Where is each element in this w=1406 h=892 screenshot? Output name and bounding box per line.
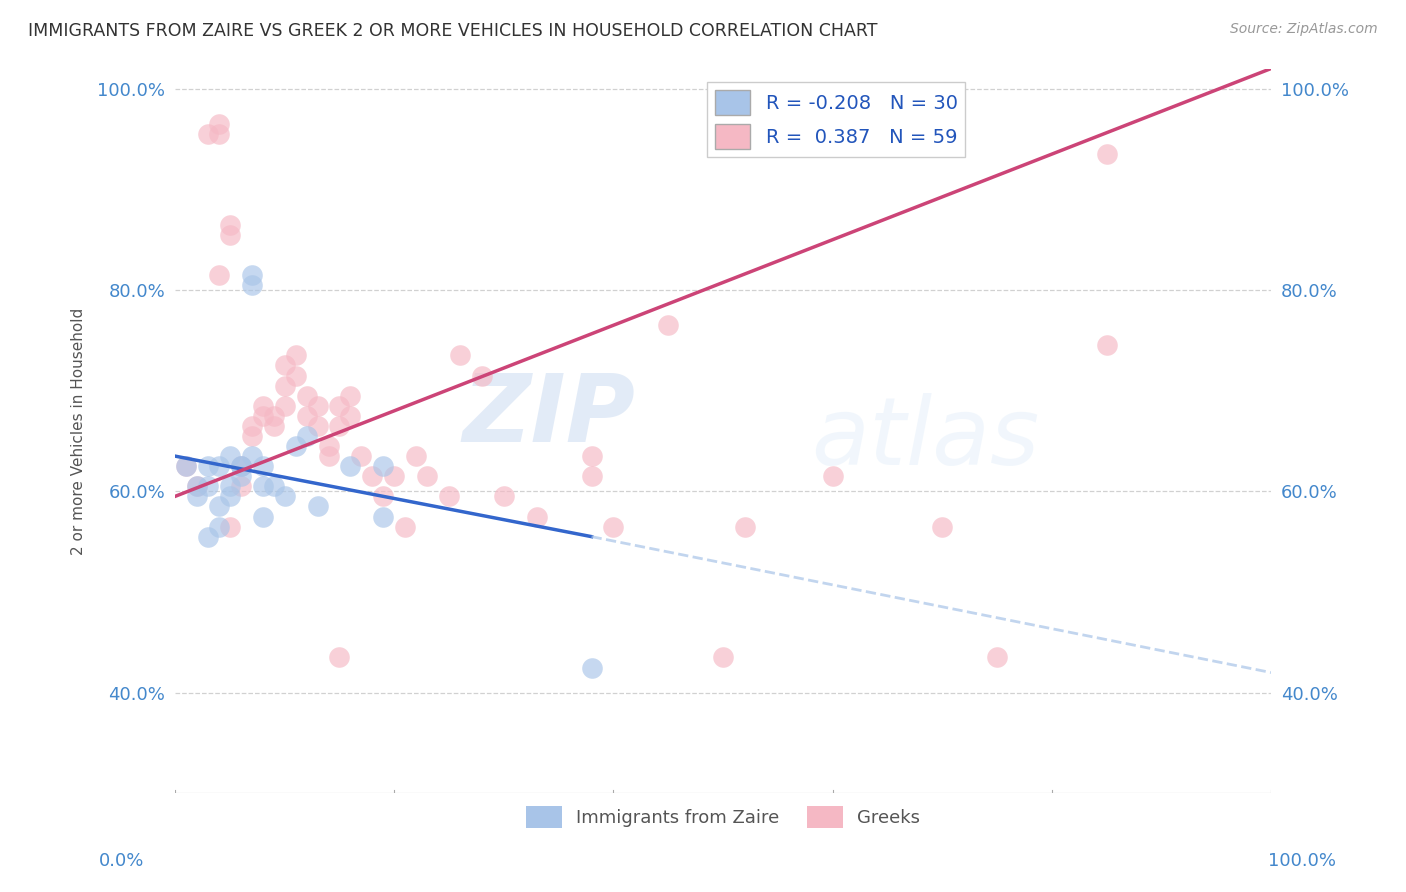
Point xyxy=(657,318,679,333)
Point xyxy=(252,509,274,524)
Point xyxy=(208,117,231,131)
Point xyxy=(350,449,373,463)
Point xyxy=(273,359,295,373)
Point xyxy=(263,479,285,493)
Point xyxy=(273,399,295,413)
Point xyxy=(218,479,240,493)
Point xyxy=(229,479,252,493)
Point xyxy=(218,227,240,242)
Point xyxy=(240,277,263,292)
Point xyxy=(284,439,307,453)
Point xyxy=(328,418,350,433)
Point xyxy=(273,378,295,392)
Point xyxy=(295,429,318,443)
Point xyxy=(186,479,208,493)
Point xyxy=(295,389,318,403)
Point xyxy=(328,399,350,413)
Point xyxy=(252,409,274,423)
Point xyxy=(229,469,252,483)
Text: IMMIGRANTS FROM ZAIRE VS GREEK 2 OR MORE VEHICLES IN HOUSEHOLD CORRELATION CHART: IMMIGRANTS FROM ZAIRE VS GREEK 2 OR MORE… xyxy=(28,22,877,40)
Point xyxy=(229,459,252,474)
Point xyxy=(263,418,285,433)
Text: 100.0%: 100.0% xyxy=(1268,852,1336,870)
Point xyxy=(252,399,274,413)
Point xyxy=(240,418,263,433)
Y-axis label: 2 or more Vehicles in Household: 2 or more Vehicles in Household xyxy=(72,308,86,555)
Point xyxy=(373,489,395,503)
Point xyxy=(284,348,307,362)
Point xyxy=(263,409,285,423)
Point xyxy=(218,449,240,463)
Point xyxy=(711,650,734,665)
Text: 0.0%: 0.0% xyxy=(98,852,143,870)
Point xyxy=(229,459,252,474)
Point xyxy=(218,519,240,533)
Point xyxy=(197,127,219,141)
Point xyxy=(252,479,274,493)
Point xyxy=(295,409,318,423)
Point xyxy=(526,509,548,524)
Point xyxy=(197,459,219,474)
Point xyxy=(373,509,395,524)
Point xyxy=(734,519,756,533)
Point xyxy=(186,489,208,503)
Point xyxy=(307,418,329,433)
Point xyxy=(240,429,263,443)
Point xyxy=(416,469,439,483)
Point xyxy=(1150,841,1173,855)
Point xyxy=(405,882,427,892)
Point xyxy=(328,650,350,665)
Point xyxy=(229,459,252,474)
Point xyxy=(602,519,624,533)
Point xyxy=(240,449,263,463)
Text: atlas: atlas xyxy=(811,392,1039,483)
Point xyxy=(218,218,240,232)
Point xyxy=(986,650,1008,665)
Point xyxy=(581,469,603,483)
Point xyxy=(339,389,361,403)
Point xyxy=(437,489,460,503)
Point xyxy=(382,469,405,483)
Legend: Immigrants from Zaire, Greeks: Immigrants from Zaire, Greeks xyxy=(519,798,928,835)
Point xyxy=(273,489,295,503)
Point xyxy=(284,368,307,383)
Text: ZIP: ZIP xyxy=(463,370,636,462)
Point xyxy=(1095,147,1118,161)
Point xyxy=(581,449,603,463)
Point xyxy=(208,500,231,514)
Point xyxy=(307,399,329,413)
Point xyxy=(382,882,405,892)
Point xyxy=(208,519,231,533)
Point xyxy=(373,459,395,474)
Point xyxy=(208,127,231,141)
Point xyxy=(931,519,953,533)
Point xyxy=(174,459,197,474)
Point xyxy=(339,459,361,474)
Point xyxy=(318,439,340,453)
Point xyxy=(252,459,274,474)
Point xyxy=(186,479,208,493)
Point xyxy=(208,459,231,474)
Point xyxy=(821,469,844,483)
Text: Source: ZipAtlas.com: Source: ZipAtlas.com xyxy=(1230,22,1378,37)
Point xyxy=(197,479,219,493)
Point xyxy=(581,660,603,674)
Point xyxy=(240,268,263,282)
Point xyxy=(1095,338,1118,352)
Point xyxy=(218,489,240,503)
Point xyxy=(174,459,197,474)
Point xyxy=(394,519,416,533)
Point xyxy=(208,268,231,282)
Point xyxy=(492,489,515,503)
Point xyxy=(307,500,329,514)
Point xyxy=(197,530,219,544)
Point xyxy=(318,449,340,463)
Point xyxy=(339,409,361,423)
Point xyxy=(405,449,427,463)
Point xyxy=(361,469,384,483)
Point xyxy=(449,348,471,362)
Point xyxy=(471,368,494,383)
